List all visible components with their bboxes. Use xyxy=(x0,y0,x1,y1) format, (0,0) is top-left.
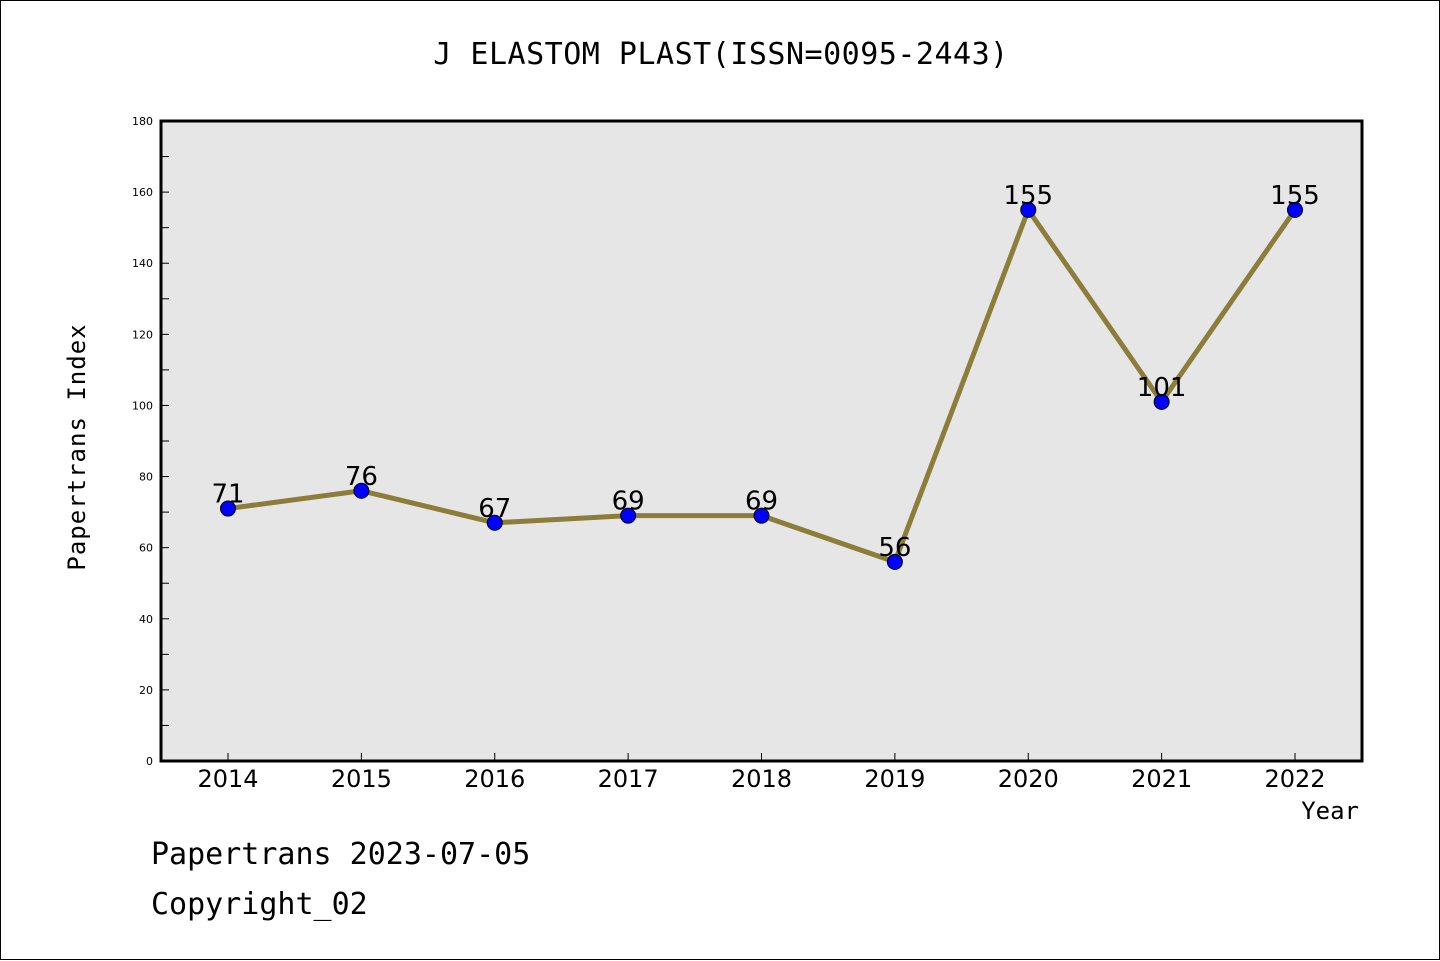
y-tick-label: 20 xyxy=(139,684,153,697)
y-tick-label: 160 xyxy=(132,186,153,199)
x-tick-label: 2018 xyxy=(731,765,792,793)
data-point xyxy=(1287,201,1303,218)
data-point xyxy=(886,553,903,570)
y-tick-label: 0 xyxy=(146,755,153,768)
x-tick-label: 2020 xyxy=(998,765,1059,793)
data-point xyxy=(1153,393,1170,410)
y-tick-label: 140 xyxy=(132,257,153,270)
data-label: 69 xyxy=(612,487,645,517)
footer-copyright: Copyright_02 xyxy=(151,887,368,922)
y-axis-label: Papertrans Index xyxy=(63,323,91,571)
y-tick-label: 80 xyxy=(139,471,153,484)
data-label: 155 xyxy=(1270,181,1320,211)
data-markers xyxy=(220,201,1303,570)
plot-border xyxy=(159,119,1364,763)
data-label: 155 xyxy=(1003,181,1053,211)
y-tick-label: 120 xyxy=(132,328,153,341)
y-tick-label: 180 xyxy=(132,115,153,128)
data-label: 101 xyxy=(1137,373,1187,403)
footer-date: Papertrans 2023-07-05 xyxy=(151,837,531,872)
x-axis-ticks: 2014 2015 2016 2017 2018 2019 2020 2021 2022 xyxy=(197,753,1326,793)
data-label: 69 xyxy=(745,487,778,517)
data-labels: 71 76 67 69 69 56 155 101 155 xyxy=(211,181,1319,563)
x-tick-label: 2014 xyxy=(197,765,258,793)
data-label: 67 xyxy=(478,494,511,524)
y-tick-label: 100 xyxy=(132,399,153,412)
data-label: 71 xyxy=(211,480,244,510)
data-point xyxy=(1020,201,1037,218)
x-tick-label: 2022 xyxy=(1264,765,1325,793)
plot-area xyxy=(161,121,1362,761)
chart-title: J ELASTOM PLAST(ISSN=0095-2443) xyxy=(433,37,1009,72)
data-point xyxy=(220,500,236,517)
data-point xyxy=(353,482,370,499)
x-axis-label: Year xyxy=(1301,797,1359,825)
x-tick-label: 2015 xyxy=(331,765,392,793)
y-tick-label: 40 xyxy=(139,613,153,626)
x-tick-label: 2021 xyxy=(1131,765,1192,793)
data-point xyxy=(753,507,770,524)
y-tick-label: 60 xyxy=(139,542,153,555)
data-point xyxy=(486,514,503,531)
data-label: 56 xyxy=(878,533,911,563)
y-axis-ticks: 0 20 40 60 80 100 120 140 160 180 xyxy=(132,115,169,768)
data-point xyxy=(620,507,637,524)
data-label: 76 xyxy=(345,462,378,492)
x-tick-label: 2019 xyxy=(864,765,925,793)
x-tick-label: 2016 xyxy=(464,765,525,793)
x-tick-label: 2017 xyxy=(598,765,659,793)
